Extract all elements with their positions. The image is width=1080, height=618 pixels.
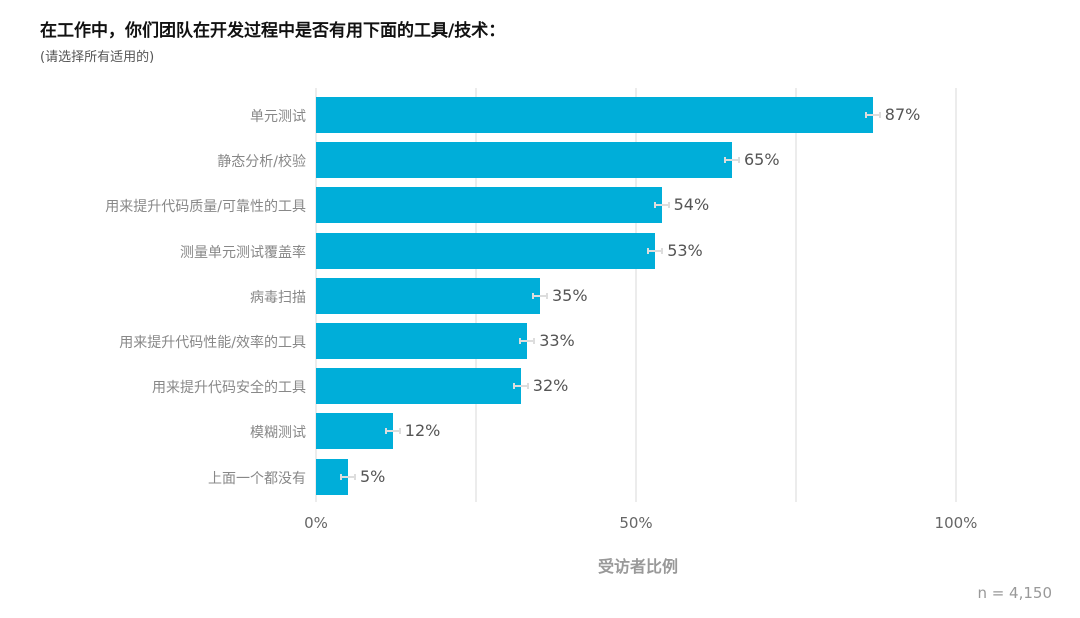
- category-label: 测量单元测试覆盖率: [180, 244, 306, 261]
- gridline-100: [955, 88, 957, 502]
- error-bar: [532, 292, 548, 299]
- error-bar: [724, 157, 740, 164]
- x-tick-100: 100%: [934, 514, 978, 532]
- category-label: 模糊测试: [250, 425, 306, 442]
- sample-size-label: n = 4,150: [977, 584, 1052, 602]
- chart-title: 在工作中，你们团队在开发过程中是否有用下面的工具/技术：: [40, 21, 506, 41]
- bar: [316, 187, 662, 224]
- category-label: 病毒扫描: [250, 289, 306, 306]
- value-label: 54%: [673, 195, 710, 215]
- bar: [316, 142, 732, 179]
- gridline-50: [635, 88, 637, 502]
- value-label: 35%: [552, 285, 588, 305]
- x-axis-label: 受访者比例: [597, 557, 679, 576]
- bar: [316, 323, 528, 359]
- category-label: 静态分析/校验: [217, 154, 306, 171]
- value-label: 5%: [360, 466, 386, 486]
- value-label: 12%: [404, 421, 441, 441]
- error-bar: [384, 428, 401, 435]
- category-label: 上面一个都没有: [208, 470, 306, 487]
- plot-area: 87% 65% 54% 53% 35% 33% 32% 12% 5%: [315, 88, 957, 502]
- error-bar: [864, 112, 881, 118]
- category-label: 用来提升代码安全的工具: [152, 380, 306, 397]
- value-label: 32%: [532, 376, 569, 396]
- error-bar: [653, 202, 670, 209]
- error-bar: [519, 338, 536, 344]
- bar: [316, 368, 521, 405]
- value-label: 33%: [539, 331, 575, 350]
- bar: [316, 413, 393, 450]
- category-label: 用来提升代码性能/效率的工具: [119, 335, 306, 351]
- bar: [316, 277, 540, 314]
- error-bar: [512, 383, 529, 390]
- error-bar: [340, 473, 356, 480]
- bar: [316, 232, 656, 269]
- gridline-75: [795, 88, 797, 502]
- error-bar: [647, 247, 664, 254]
- value-label: 87%: [884, 105, 921, 124]
- value-label: 65%: [744, 150, 780, 170]
- category-label: 用来提升代码质量/可靠性的工具: [105, 199, 306, 216]
- value-label: 53%: [667, 240, 703, 260]
- chart-subtitle: (请选择所有适用的): [40, 50, 155, 65]
- category-label: 单元测试: [250, 109, 306, 125]
- bar: [316, 97, 873, 133]
- x-tick-50: 50%: [619, 514, 653, 532]
- x-tick-0: 0%: [304, 514, 328, 532]
